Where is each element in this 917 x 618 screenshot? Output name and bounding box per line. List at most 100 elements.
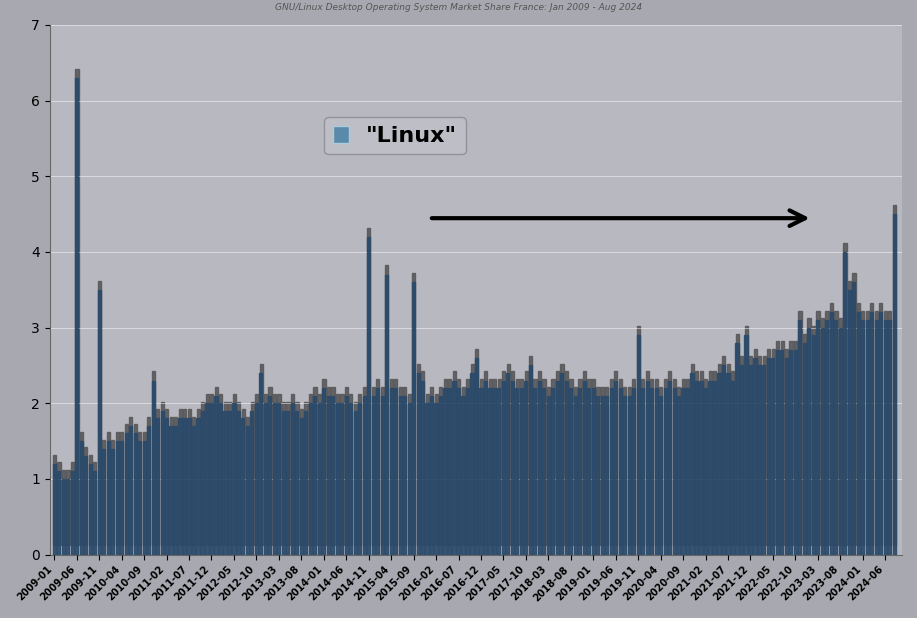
Bar bbox=[345, 396, 348, 554]
Bar bbox=[71, 472, 74, 554]
Bar bbox=[542, 388, 546, 554]
Bar bbox=[170, 417, 172, 546]
Bar bbox=[537, 381, 541, 554]
Bar bbox=[614, 381, 617, 554]
Bar bbox=[116, 441, 118, 554]
Bar bbox=[160, 411, 163, 554]
Bar bbox=[673, 379, 676, 546]
Bar bbox=[448, 379, 451, 546]
Bar bbox=[430, 387, 434, 546]
Bar bbox=[349, 394, 352, 546]
Bar bbox=[686, 388, 690, 554]
Bar bbox=[84, 456, 87, 554]
Bar bbox=[238, 402, 240, 546]
Bar bbox=[816, 311, 820, 546]
Bar bbox=[636, 335, 640, 554]
Bar bbox=[628, 387, 631, 546]
Bar bbox=[492, 388, 496, 554]
Bar bbox=[331, 396, 335, 554]
Bar bbox=[767, 358, 770, 554]
Bar bbox=[520, 388, 523, 554]
Bar bbox=[371, 387, 375, 546]
Bar bbox=[893, 205, 896, 546]
Bar bbox=[210, 394, 214, 546]
Bar bbox=[359, 403, 361, 554]
Bar bbox=[757, 365, 761, 554]
Bar bbox=[66, 479, 70, 554]
Legend: "Linux": "Linux" bbox=[325, 117, 466, 154]
Bar bbox=[125, 425, 127, 546]
Bar bbox=[641, 388, 645, 554]
Bar bbox=[452, 381, 456, 554]
Bar bbox=[219, 394, 222, 546]
Bar bbox=[605, 396, 608, 554]
Bar bbox=[610, 379, 613, 546]
Bar bbox=[457, 388, 460, 554]
Bar bbox=[799, 311, 801, 546]
Bar bbox=[425, 394, 429, 546]
Bar bbox=[314, 387, 316, 546]
Bar bbox=[493, 379, 496, 546]
Bar bbox=[745, 335, 747, 554]
Bar bbox=[480, 379, 482, 546]
Bar bbox=[147, 426, 150, 554]
Bar bbox=[771, 358, 775, 554]
Bar bbox=[89, 464, 92, 554]
Bar bbox=[879, 303, 882, 546]
Bar bbox=[735, 334, 739, 546]
Bar bbox=[309, 394, 312, 546]
Bar bbox=[538, 371, 541, 546]
Bar bbox=[718, 364, 721, 546]
Bar bbox=[480, 388, 482, 554]
Bar bbox=[196, 409, 200, 546]
Bar bbox=[506, 373, 510, 554]
Bar bbox=[633, 379, 635, 546]
Bar bbox=[326, 396, 330, 554]
Text: GNU/Linux Desktop Operating System Market Share France: Jan 2009 - Aug 2024: GNU/Linux Desktop Operating System Marke… bbox=[275, 3, 642, 12]
Bar bbox=[534, 388, 536, 554]
Bar bbox=[317, 403, 321, 554]
Bar bbox=[565, 381, 568, 554]
Bar bbox=[385, 266, 389, 546]
Bar bbox=[802, 342, 806, 554]
Bar bbox=[695, 381, 698, 554]
Bar bbox=[156, 409, 160, 546]
Bar bbox=[534, 379, 536, 546]
Bar bbox=[677, 396, 680, 554]
Bar bbox=[825, 311, 829, 546]
Bar bbox=[399, 387, 402, 546]
Bar bbox=[672, 388, 676, 554]
Bar bbox=[399, 396, 402, 554]
Bar bbox=[125, 433, 127, 554]
Bar bbox=[273, 394, 276, 546]
Bar bbox=[601, 387, 604, 546]
Bar bbox=[825, 320, 828, 554]
Bar bbox=[749, 365, 752, 554]
Bar bbox=[731, 381, 734, 554]
Bar bbox=[421, 371, 425, 546]
Bar bbox=[587, 388, 591, 554]
Bar bbox=[205, 403, 208, 554]
Bar bbox=[453, 371, 456, 546]
Bar bbox=[844, 243, 846, 546]
Bar bbox=[596, 396, 600, 554]
Bar bbox=[790, 341, 792, 546]
Bar bbox=[785, 349, 788, 546]
Bar bbox=[134, 433, 137, 554]
Bar bbox=[498, 379, 501, 546]
Bar bbox=[314, 396, 316, 554]
Bar bbox=[179, 418, 182, 554]
Bar bbox=[803, 334, 806, 546]
Bar bbox=[847, 290, 851, 554]
Bar bbox=[381, 396, 383, 554]
Bar bbox=[174, 417, 177, 546]
Bar bbox=[785, 358, 788, 554]
Bar bbox=[866, 311, 869, 546]
Bar bbox=[430, 396, 433, 554]
Bar bbox=[322, 388, 326, 554]
Bar bbox=[780, 350, 783, 554]
Bar bbox=[529, 357, 532, 546]
Bar bbox=[376, 388, 380, 554]
Bar bbox=[646, 381, 648, 554]
Bar bbox=[870, 303, 874, 546]
